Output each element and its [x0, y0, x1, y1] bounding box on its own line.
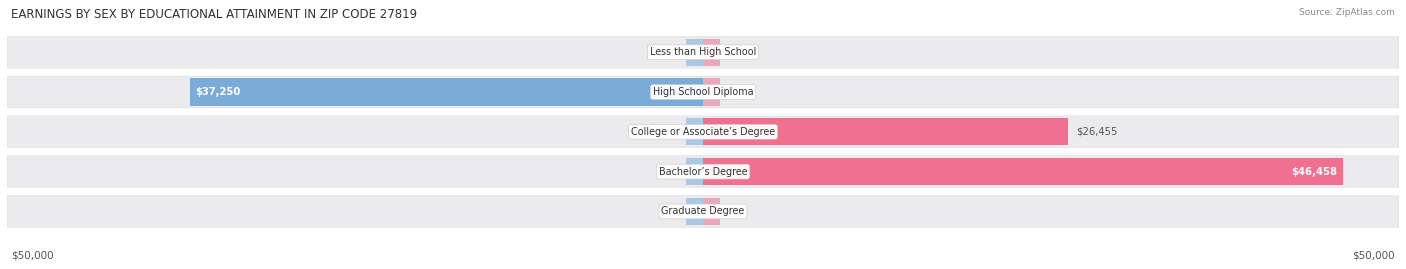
- Bar: [190, 79, 703, 105]
- Bar: [686, 198, 703, 225]
- Text: $50,000: $50,000: [1353, 251, 1395, 261]
- Text: $0: $0: [669, 127, 682, 137]
- Text: $46,458: $46,458: [1292, 167, 1337, 177]
- Bar: [686, 158, 703, 185]
- Text: $0: $0: [724, 87, 737, 97]
- Text: Source: ZipAtlas.com: Source: ZipAtlas.com: [1299, 8, 1395, 17]
- FancyBboxPatch shape: [7, 76, 1399, 108]
- Bar: [703, 79, 720, 105]
- FancyBboxPatch shape: [7, 156, 1399, 187]
- Text: $37,250: $37,250: [195, 87, 240, 97]
- Bar: [703, 118, 1067, 145]
- Text: $26,455: $26,455: [1076, 127, 1118, 137]
- Text: College or Associate’s Degree: College or Associate’s Degree: [631, 127, 775, 137]
- Text: Graduate Degree: Graduate Degree: [661, 206, 745, 217]
- Text: $0: $0: [724, 206, 737, 217]
- Text: EARNINGS BY SEX BY EDUCATIONAL ATTAINMENT IN ZIP CODE 27819: EARNINGS BY SEX BY EDUCATIONAL ATTAINMEN…: [11, 8, 418, 21]
- Text: $0: $0: [669, 167, 682, 177]
- Bar: [686, 39, 703, 66]
- FancyBboxPatch shape: [7, 116, 1399, 148]
- Text: Bachelor’s Degree: Bachelor’s Degree: [658, 167, 748, 177]
- FancyBboxPatch shape: [7, 36, 1399, 68]
- Text: High School Diploma: High School Diploma: [652, 87, 754, 97]
- Bar: [703, 39, 720, 66]
- Text: Less than High School: Less than High School: [650, 47, 756, 57]
- Text: $0: $0: [724, 47, 737, 57]
- Text: $0: $0: [669, 47, 682, 57]
- Bar: [686, 118, 703, 145]
- Bar: [703, 158, 1343, 185]
- Text: $0: $0: [669, 206, 682, 217]
- FancyBboxPatch shape: [7, 196, 1399, 227]
- Bar: [703, 198, 720, 225]
- Text: $50,000: $50,000: [11, 251, 53, 261]
